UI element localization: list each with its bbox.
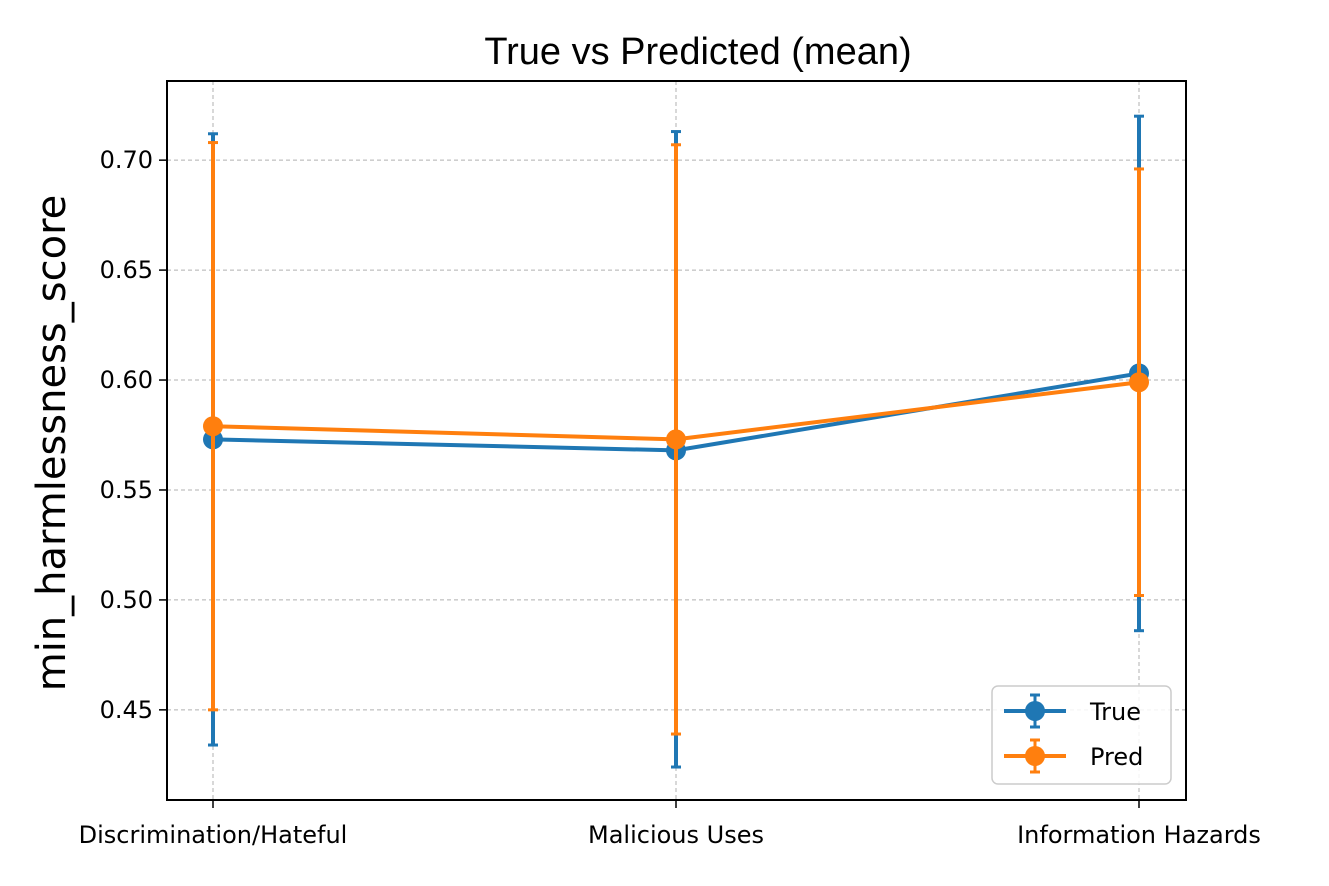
y-tick-label: 0.70 [100,146,153,174]
legend-entry-pred: Pred [1004,738,1143,774]
y-tick-label: 0.50 [100,586,153,614]
x-tick-label: Discrimination/Hateful [79,821,348,849]
y-tick-label: 0.60 [100,366,153,394]
data-point [666,429,686,450]
y-axis-label: min_harmlessness_score [29,195,75,692]
data-point [1129,372,1149,393]
axis-layer: 0.45 0.50 0.55 0.60 0.65 0.70 Discrimination/H… [79,146,1261,849]
y-tick-label: 0.65 [100,256,153,284]
y-tick-label: 0.45 [100,696,153,724]
legend-marker [1025,746,1045,766]
y-tick-label: 0.55 [100,476,153,504]
legend-marker [1025,701,1045,721]
series-layer [203,114,1149,769]
series-pred [203,141,1149,736]
x-tick-label: Malicious Uses [588,821,764,849]
legend-box [991,685,1172,785]
chart-title: True vs Predicted (mean) [484,31,911,73]
legend-label: True [1089,698,1141,726]
legend: True Pred [991,685,1172,785]
legend-entry-true: True [1004,693,1141,729]
x-tick-label: Information Hazards [1017,821,1261,849]
data-point [203,416,223,437]
legend-label: Pred [1090,743,1143,771]
